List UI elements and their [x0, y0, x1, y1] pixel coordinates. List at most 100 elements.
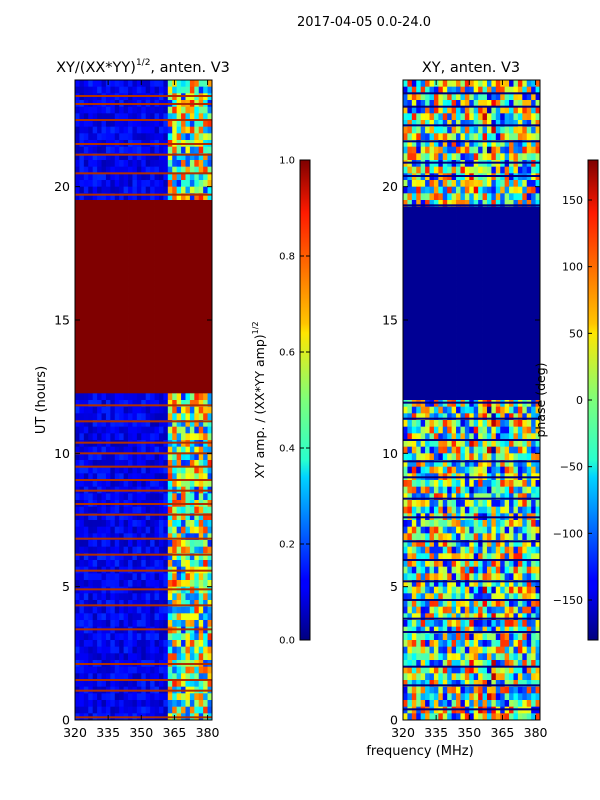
right-heatmap-cell — [491, 233, 497, 241]
right-heatmap-cell — [469, 353, 475, 361]
left-heatmap-cell — [83, 213, 89, 221]
left-heatmap-cell — [136, 533, 142, 541]
left-heatmap-cell — [88, 640, 94, 648]
right-heatmap-cell — [464, 153, 470, 161]
left-heatmap-cell — [132, 206, 138, 214]
right-heatmap-cell — [500, 380, 506, 388]
left-heatmap-cell — [88, 560, 94, 568]
left-heatmap-cell — [110, 400, 116, 408]
left-heatmap-cell — [83, 506, 89, 514]
left-heatmap-cell — [88, 506, 94, 514]
left-heatmap-cell — [185, 80, 191, 88]
right-heatmap-cell — [517, 240, 523, 248]
left-heatmap-cell — [79, 366, 85, 374]
right-heatmap-cell — [526, 113, 532, 121]
left-heatmap-cell — [185, 120, 191, 128]
right-heatmap-cell — [478, 306, 483, 314]
right-heatmap-cell — [473, 380, 479, 388]
right-heatmap-cell — [429, 246, 435, 254]
left-heatmap-cell — [207, 466, 213, 474]
right-heatmap-cell — [486, 373, 492, 381]
right-heatmap-cell — [438, 113, 444, 121]
right-heatmap-cell — [411, 480, 417, 488]
left-heatmap-cell — [185, 353, 191, 361]
right-heatmap-cell — [411, 280, 417, 288]
left-heatmap-cell — [119, 526, 125, 534]
right-heatmap-cell — [460, 320, 466, 328]
left-heatmap-cell — [163, 613, 169, 621]
left-heatmap-cell — [194, 206, 200, 214]
left-heatmap-cell — [181, 373, 186, 381]
left-heatmap-cell — [158, 420, 164, 428]
left-heatmap-cell — [114, 193, 120, 201]
right-heatmap-cell — [456, 200, 461, 208]
left-heatmap-cell — [172, 266, 178, 274]
left-heatmap-cell — [203, 646, 208, 654]
left-heatmap-cell — [194, 86, 200, 94]
left-heatmap-cell — [181, 120, 186, 128]
left-heatmap-cell — [198, 420, 204, 428]
left-heatmap-cell — [154, 120, 160, 128]
left-heatmap-cell — [136, 453, 142, 461]
right-heatmap-cell — [447, 133, 453, 141]
right-heatmap-cell — [407, 180, 413, 188]
right-heatmap-cell — [464, 406, 470, 414]
left-heatmap-cell — [88, 673, 94, 681]
right-heatmap-cell — [491, 380, 497, 388]
left-heatmap-cell — [79, 580, 85, 588]
right-heatmap-cell — [407, 446, 413, 454]
right-heatmap-cell — [500, 166, 506, 174]
left-heatmap-cell — [75, 580, 80, 588]
left-heatmap-cell — [167, 613, 173, 621]
left-heatmap-cell — [185, 273, 191, 281]
right-heatmap-cell — [403, 426, 408, 434]
left-heatmap-cell — [119, 273, 125, 281]
left-heatmap-cell — [105, 360, 111, 368]
left-heatmap-cell — [88, 420, 94, 428]
left-heatmap-cell — [97, 453, 102, 461]
right-heatmap-cell — [416, 280, 422, 288]
left-heatmap-cell — [150, 313, 155, 321]
left-heatmap-cell — [128, 546, 133, 554]
right-heatmap-cell — [429, 220, 435, 228]
left-heatmap-cell — [79, 166, 85, 174]
left-heatmap-cell — [136, 313, 142, 321]
right-heatmap-cell — [482, 306, 488, 314]
right-heatmap-cell — [420, 86, 426, 94]
right-heatmap-cell — [451, 313, 457, 321]
left-heatmap-cell — [83, 166, 89, 174]
right-heatmap-cell — [438, 166, 444, 174]
left-heatmap-cell — [75, 266, 80, 274]
left-heatmap-cell — [172, 413, 178, 421]
left-heatmap-cell — [158, 313, 164, 321]
left-heatmap-cell — [150, 366, 155, 374]
left-heatmap-cell — [150, 653, 155, 661]
right-heatmap-cell — [473, 313, 479, 321]
left-heatmap-cell — [136, 506, 142, 514]
left-heatmap-cell — [141, 393, 147, 401]
right-heatmap-cell — [486, 326, 492, 334]
left-heatmap-cell — [114, 273, 120, 281]
right-heatmap-cell — [522, 433, 528, 441]
right-heatmap-cell — [509, 93, 514, 101]
right-heatmap-cell — [403, 133, 408, 141]
left-heatmap-cell — [128, 480, 133, 488]
left-heatmap-cell — [158, 640, 164, 648]
left-heatmap-cell — [132, 80, 138, 88]
right-heatmap-cell — [495, 300, 501, 308]
left-heatmap-cell — [141, 606, 147, 614]
right-heatmap-cell — [407, 293, 413, 301]
left-heatmap-cell — [123, 346, 129, 354]
left-heatmap-cell — [141, 80, 147, 88]
left-heatmap-cell — [92, 386, 98, 394]
figure-title: 2017-04-05 0.0-24.0 — [297, 15, 431, 30]
left-heatmap-cell — [79, 120, 85, 128]
left-heatmap-cell — [203, 700, 208, 708]
left-heatmap-cell — [114, 513, 120, 521]
right-heatmap-cell — [442, 293, 448, 301]
right-heatmap-cell — [451, 226, 457, 234]
left-heatmap-cell — [79, 126, 85, 134]
left-heatmap-cell — [189, 640, 195, 648]
left-heatmap-cell — [203, 346, 208, 354]
left-heatmap-cell — [105, 213, 111, 221]
